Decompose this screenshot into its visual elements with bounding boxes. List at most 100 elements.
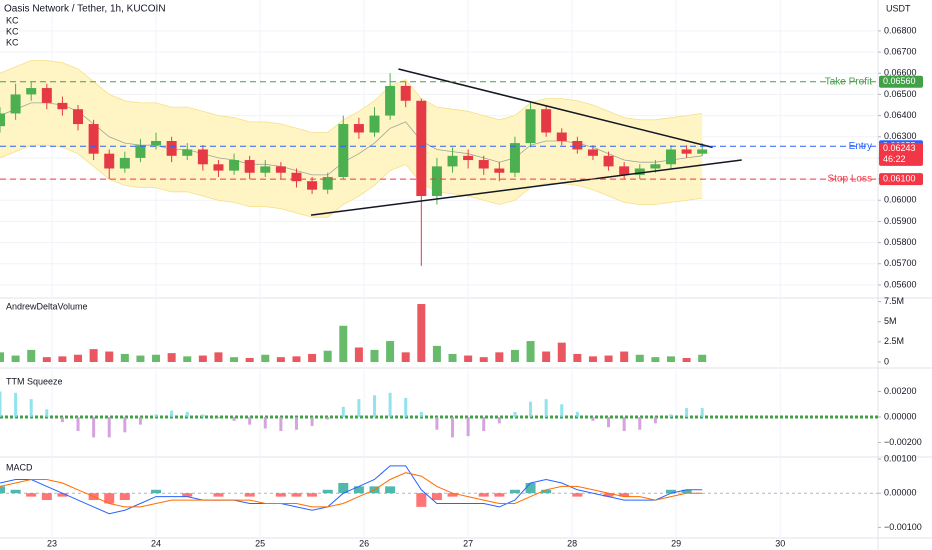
candle-body <box>525 109 536 144</box>
bar <box>230 357 239 362</box>
y-tick-label: 0.05700 <box>884 258 917 268</box>
macd-bar <box>151 489 162 494</box>
candle-body <box>0 113 5 127</box>
bar <box>261 354 270 362</box>
macd-bar <box>291 493 302 497</box>
macd-bar <box>681 489 692 494</box>
bar <box>248 417 252 425</box>
bar <box>154 414 158 418</box>
macd-bar <box>0 486 5 494</box>
macd-bar <box>104 493 115 504</box>
bar <box>92 417 96 438</box>
price-tag-label: 0.06100 <box>883 173 916 183</box>
bar <box>11 355 20 362</box>
bar <box>682 357 691 362</box>
candle-body <box>556 132 567 141</box>
macd-bar <box>525 482 536 494</box>
macd-bar <box>431 493 442 501</box>
candle-body <box>41 88 52 103</box>
candle-body <box>260 166 271 173</box>
candle-body <box>634 168 645 175</box>
candle-body <box>541 109 552 133</box>
bar <box>700 408 704 418</box>
bar <box>495 352 504 362</box>
keltner-band <box>0 60 703 218</box>
bar <box>669 414 673 418</box>
x-tick-label: 29 <box>671 538 681 548</box>
bar <box>152 354 161 362</box>
candle-body <box>229 160 240 171</box>
candle-body <box>213 164 224 171</box>
bar <box>185 411 189 418</box>
bar <box>14 392 18 418</box>
bar <box>497 417 501 424</box>
bar <box>451 417 455 438</box>
candle-body <box>10 94 21 114</box>
bar <box>464 355 473 362</box>
bar <box>27 349 36 362</box>
bar <box>339 325 348 362</box>
bar <box>622 417 626 432</box>
macd-bar <box>26 493 37 497</box>
macd-bar <box>385 486 396 494</box>
bar <box>201 414 205 418</box>
keltner-mid <box>0 102 703 176</box>
bar <box>417 304 426 362</box>
macd-bar <box>322 489 333 494</box>
bar <box>107 417 111 438</box>
candle-body <box>447 155 458 167</box>
bar <box>698 354 707 362</box>
bar <box>419 411 423 418</box>
bar <box>183 356 192 362</box>
bar <box>560 404 564 418</box>
bar <box>245 357 254 362</box>
y-tick-label: 0.06700 <box>884 46 917 56</box>
candle-body <box>587 149 598 156</box>
pane-title: MACD <box>6 462 33 472</box>
bar <box>216 417 220 419</box>
macd-bar <box>416 493 427 507</box>
bar <box>386 341 395 362</box>
y-tick-label: 0.06600 <box>884 68 917 78</box>
bar <box>435 417 439 430</box>
bar <box>310 417 314 426</box>
candle-body <box>385 85 396 116</box>
candle-body <box>572 140 583 150</box>
keltner-lower <box>0 144 703 218</box>
macd-bar <box>541 489 552 494</box>
candle-body <box>73 109 84 125</box>
indicator-label: KC <box>6 26 19 36</box>
macd-line <box>0 465 703 515</box>
bar <box>466 417 470 437</box>
bar <box>604 355 613 362</box>
level-name: Entry <box>849 141 872 152</box>
bar <box>45 409 49 418</box>
candle-body <box>26 88 37 95</box>
bar <box>76 417 80 432</box>
bar <box>341 406 345 418</box>
bar <box>167 353 176 362</box>
x-tick-label: 30 <box>775 538 785 548</box>
y-tick-label: 2.5M <box>884 336 904 346</box>
macd-bar <box>603 493 614 497</box>
y-tick-label: 0.05800 <box>884 237 917 247</box>
bar <box>120 353 129 362</box>
x-tick-label: 25 <box>255 538 265 548</box>
indicator-label: KC <box>6 15 19 25</box>
bar <box>276 357 285 362</box>
bar <box>685 408 689 418</box>
candle-body <box>166 140 177 156</box>
bar <box>0 352 4 362</box>
bar <box>448 353 457 362</box>
candle-body <box>197 149 208 165</box>
last-price-tag <box>879 142 923 166</box>
y-tick-label: 0.00000 <box>884 488 917 498</box>
bar <box>29 399 33 418</box>
macd-bar <box>182 493 193 497</box>
macd-bar <box>119 493 130 501</box>
y-tick-label: 0.05900 <box>884 216 917 226</box>
pane-title: AndrewDeltaVolume <box>6 301 88 311</box>
